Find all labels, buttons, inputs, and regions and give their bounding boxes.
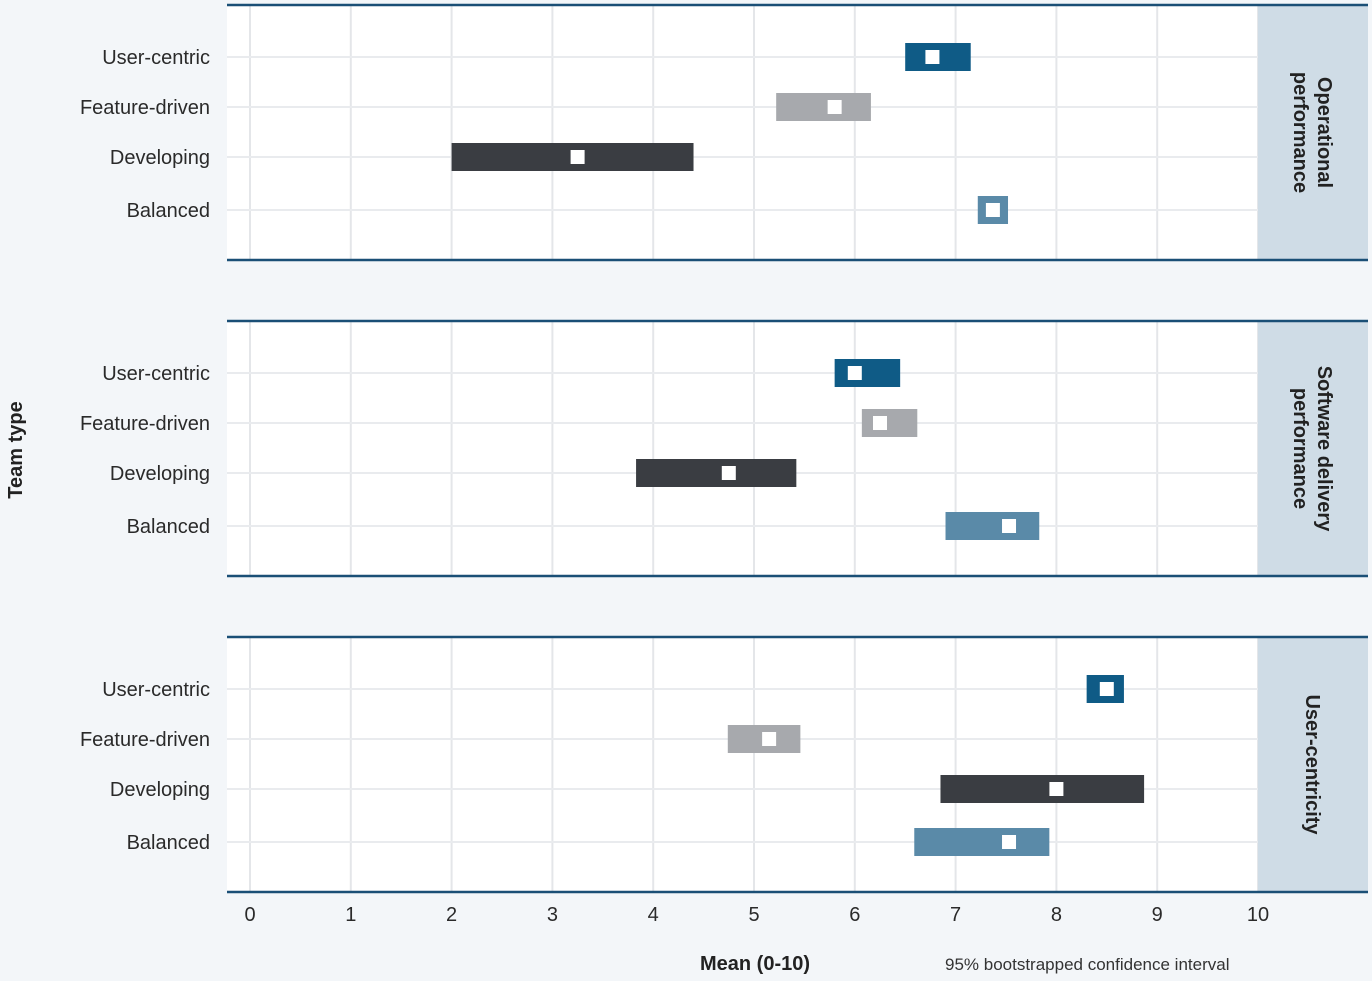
panel-2: User-centricity User-centric Feature-drive… — [80, 635, 1368, 894]
facet-label-line: Operational — [1313, 77, 1335, 188]
ci-bar — [636, 459, 797, 487]
x-tick-label: 10 — [1247, 904, 1269, 926]
mean-marker — [985, 203, 1000, 217]
facet-label-line: performance — [1289, 388, 1311, 509]
facet-label: Operationalperformance — [1289, 72, 1335, 193]
panel-0: Operationalperformance User-centric Featur… — [80, 3, 1368, 262]
x-tick-label: 0 — [244, 904, 255, 926]
mean-marker — [1099, 682, 1114, 696]
facet-label-line: Software delivery — [1313, 366, 1335, 533]
mean-marker — [1049, 782, 1064, 796]
ci-bar — [776, 93, 871, 121]
x-tick-label: 1 — [345, 904, 356, 926]
category-label: Balanced — [127, 832, 210, 854]
mean-marker — [570, 150, 585, 164]
panel-background — [227, 637, 1258, 892]
mean-marker — [827, 100, 842, 114]
facet-strip — [1258, 5, 1368, 260]
ci-bar — [945, 512, 1040, 540]
ci-bar — [834, 359, 901, 387]
ci-bar — [914, 828, 1050, 856]
mean-marker — [847, 366, 862, 380]
x-tick-label: 4 — [648, 904, 659, 926]
category-label: Balanced — [127, 516, 210, 538]
mean-marker — [1002, 835, 1017, 849]
category-label: Developing — [110, 147, 210, 169]
ci-bar — [940, 775, 1145, 803]
x-tick-label: 5 — [748, 904, 759, 926]
facet-strip — [1258, 321, 1368, 576]
x-tick-label: 7 — [950, 904, 961, 926]
category-label: Feature-driven — [80, 729, 210, 751]
mean-marker — [1002, 519, 1017, 533]
x-tick-label: 9 — [1152, 904, 1163, 926]
category-label: Balanced — [127, 200, 210, 222]
facet-strip — [1258, 637, 1368, 892]
category-label: User-centric — [102, 363, 210, 385]
facet-label: User-centricity — [1301, 694, 1323, 835]
x-tick-label: 6 — [849, 904, 860, 926]
mean-marker — [721, 466, 736, 480]
ci-bar — [861, 409, 918, 437]
x-tick-label: 2 — [446, 904, 457, 926]
mean-marker — [873, 416, 887, 430]
panel-background — [227, 5, 1258, 260]
mean-marker — [925, 50, 940, 64]
category-label: User-centric — [102, 679, 210, 701]
x-tick-label: 3 — [547, 904, 558, 926]
category-label: Developing — [110, 779, 210, 801]
category-label: Feature-driven — [80, 413, 210, 435]
facet-label-line: User-centricity — [1301, 694, 1323, 835]
facet-label-line: performance — [1289, 72, 1311, 193]
panel-background — [227, 321, 1258, 576]
x-axis-title: Mean (0-10) — [700, 953, 810, 975]
facet-label: Software deliveryperformance — [1289, 366, 1335, 533]
ci-note: 95% bootstrapped confidence interval — [945, 955, 1229, 974]
category-label: Developing — [110, 463, 210, 485]
y-axis-title: Team type — [5, 401, 27, 498]
category-label: User-centric — [102, 47, 210, 69]
category-label: Feature-driven — [80, 97, 210, 119]
x-tick-label: 8 — [1051, 904, 1062, 926]
mean-marker — [762, 732, 777, 746]
panel-1: Software deliveryperformance User-centric… — [80, 319, 1368, 578]
